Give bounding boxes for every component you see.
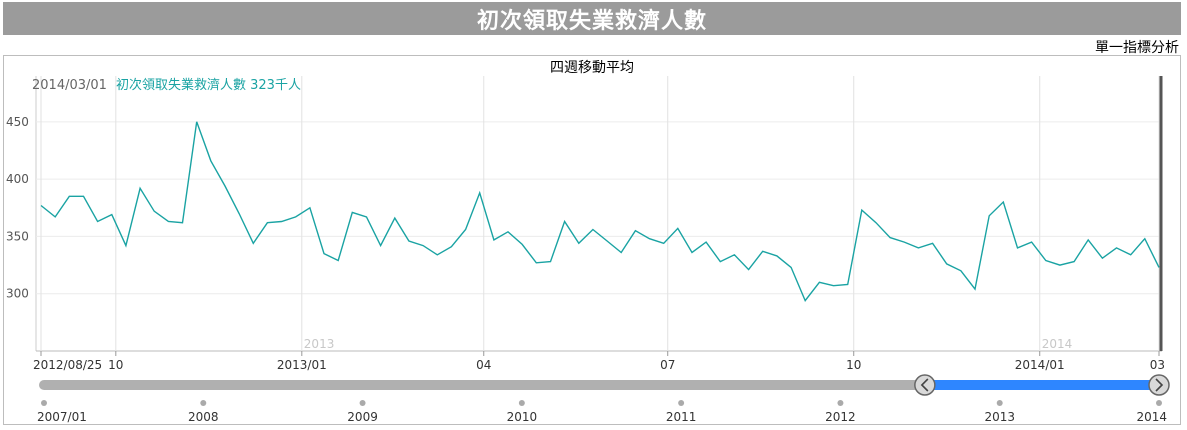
- legend-date: 2014/03/01: [32, 78, 107, 93]
- y-axis: 300 350 400 450: [6, 115, 29, 301]
- x-tick-label: 10: [108, 358, 123, 372]
- navigator-handle-circle[interactable]: [1148, 374, 1170, 396]
- x-tick-label: 2013/01: [277, 358, 327, 372]
- navigator-year-label: 2014: [1136, 410, 1167, 424]
- x-tick-label: 10: [846, 358, 861, 372]
- year-watermark: 2014: [1042, 337, 1073, 351]
- page-title: 初次領取失業救濟人數: [3, 2, 1181, 35]
- single-indicator-analysis-link[interactable]: 單一指標分析: [1095, 40, 1179, 56]
- navigator-handle-left[interactable]: [914, 374, 936, 396]
- navigator-year-label: 2013: [984, 410, 1015, 424]
- y-tick-label: 400: [6, 172, 29, 186]
- navigator-year-label: 2011: [666, 410, 697, 424]
- chart-title: 四週移動平均: [550, 60, 634, 76]
- navigator-year-dot: [200, 400, 207, 406]
- navigator-year-label: 2007/01: [37, 410, 87, 424]
- navigator-year-dot: [518, 400, 525, 406]
- grid: [35, 76, 1162, 352]
- navigator-year-dot: [837, 400, 844, 406]
- legend-series-value: 初次領取失業救濟人數 323千人: [116, 77, 301, 93]
- line-chart: 四週移動平均 2013 2014 300 350 400 450 2012/08/25 1…: [6, 60, 1170, 424]
- navigator-year-dot: [996, 400, 1003, 406]
- year-watermarks: 2013 2014: [304, 337, 1072, 351]
- navigator-year-label: 2009: [347, 410, 378, 424]
- chevron-right-icon: [1155, 378, 1164, 392]
- chevron-left-icon: [920, 378, 929, 392]
- navigator-year-dot: [678, 400, 685, 406]
- x-tick-label: 07: [660, 358, 675, 372]
- y-tick-label: 300: [6, 287, 29, 301]
- range-navigator[interactable]: 2007/01 2008 2009 2010 2011 2012 2013 2014: [37, 374, 1170, 424]
- navigator-year-label: 2010: [507, 410, 538, 424]
- y-tick-label: 450: [6, 115, 29, 129]
- navigator-year-dot: [1156, 400, 1162, 406]
- chart-panel: 四週移動平均 2013 2014 300 350 400 450 2012/08/25 1…: [3, 55, 1181, 425]
- year-watermark: 2013: [304, 337, 335, 351]
- navigator-handle-circle[interactable]: [914, 374, 936, 396]
- navigator-year-dot: [359, 400, 366, 406]
- navigator-year-label: 2008: [188, 410, 219, 424]
- x-tick-label: 03: [1150, 358, 1165, 372]
- series-polyline: [40, 121, 1160, 302]
- navigator-year-label: 2012: [825, 410, 856, 424]
- y-tick-label: 350: [6, 229, 29, 243]
- x-tick-label: 2014/01: [1015, 358, 1065, 372]
- navigator-year-dot: [41, 400, 47, 406]
- x-axis: 2012/08/25 10 2013/01 04 07 10 2014/01 03: [33, 351, 1165, 372]
- series-line: [40, 121, 1160, 302]
- x-tick-label: 04: [476, 358, 491, 372]
- x-tick-label: 2012/08/25: [33, 358, 102, 372]
- navigator-handle-right[interactable]: [1148, 374, 1170, 396]
